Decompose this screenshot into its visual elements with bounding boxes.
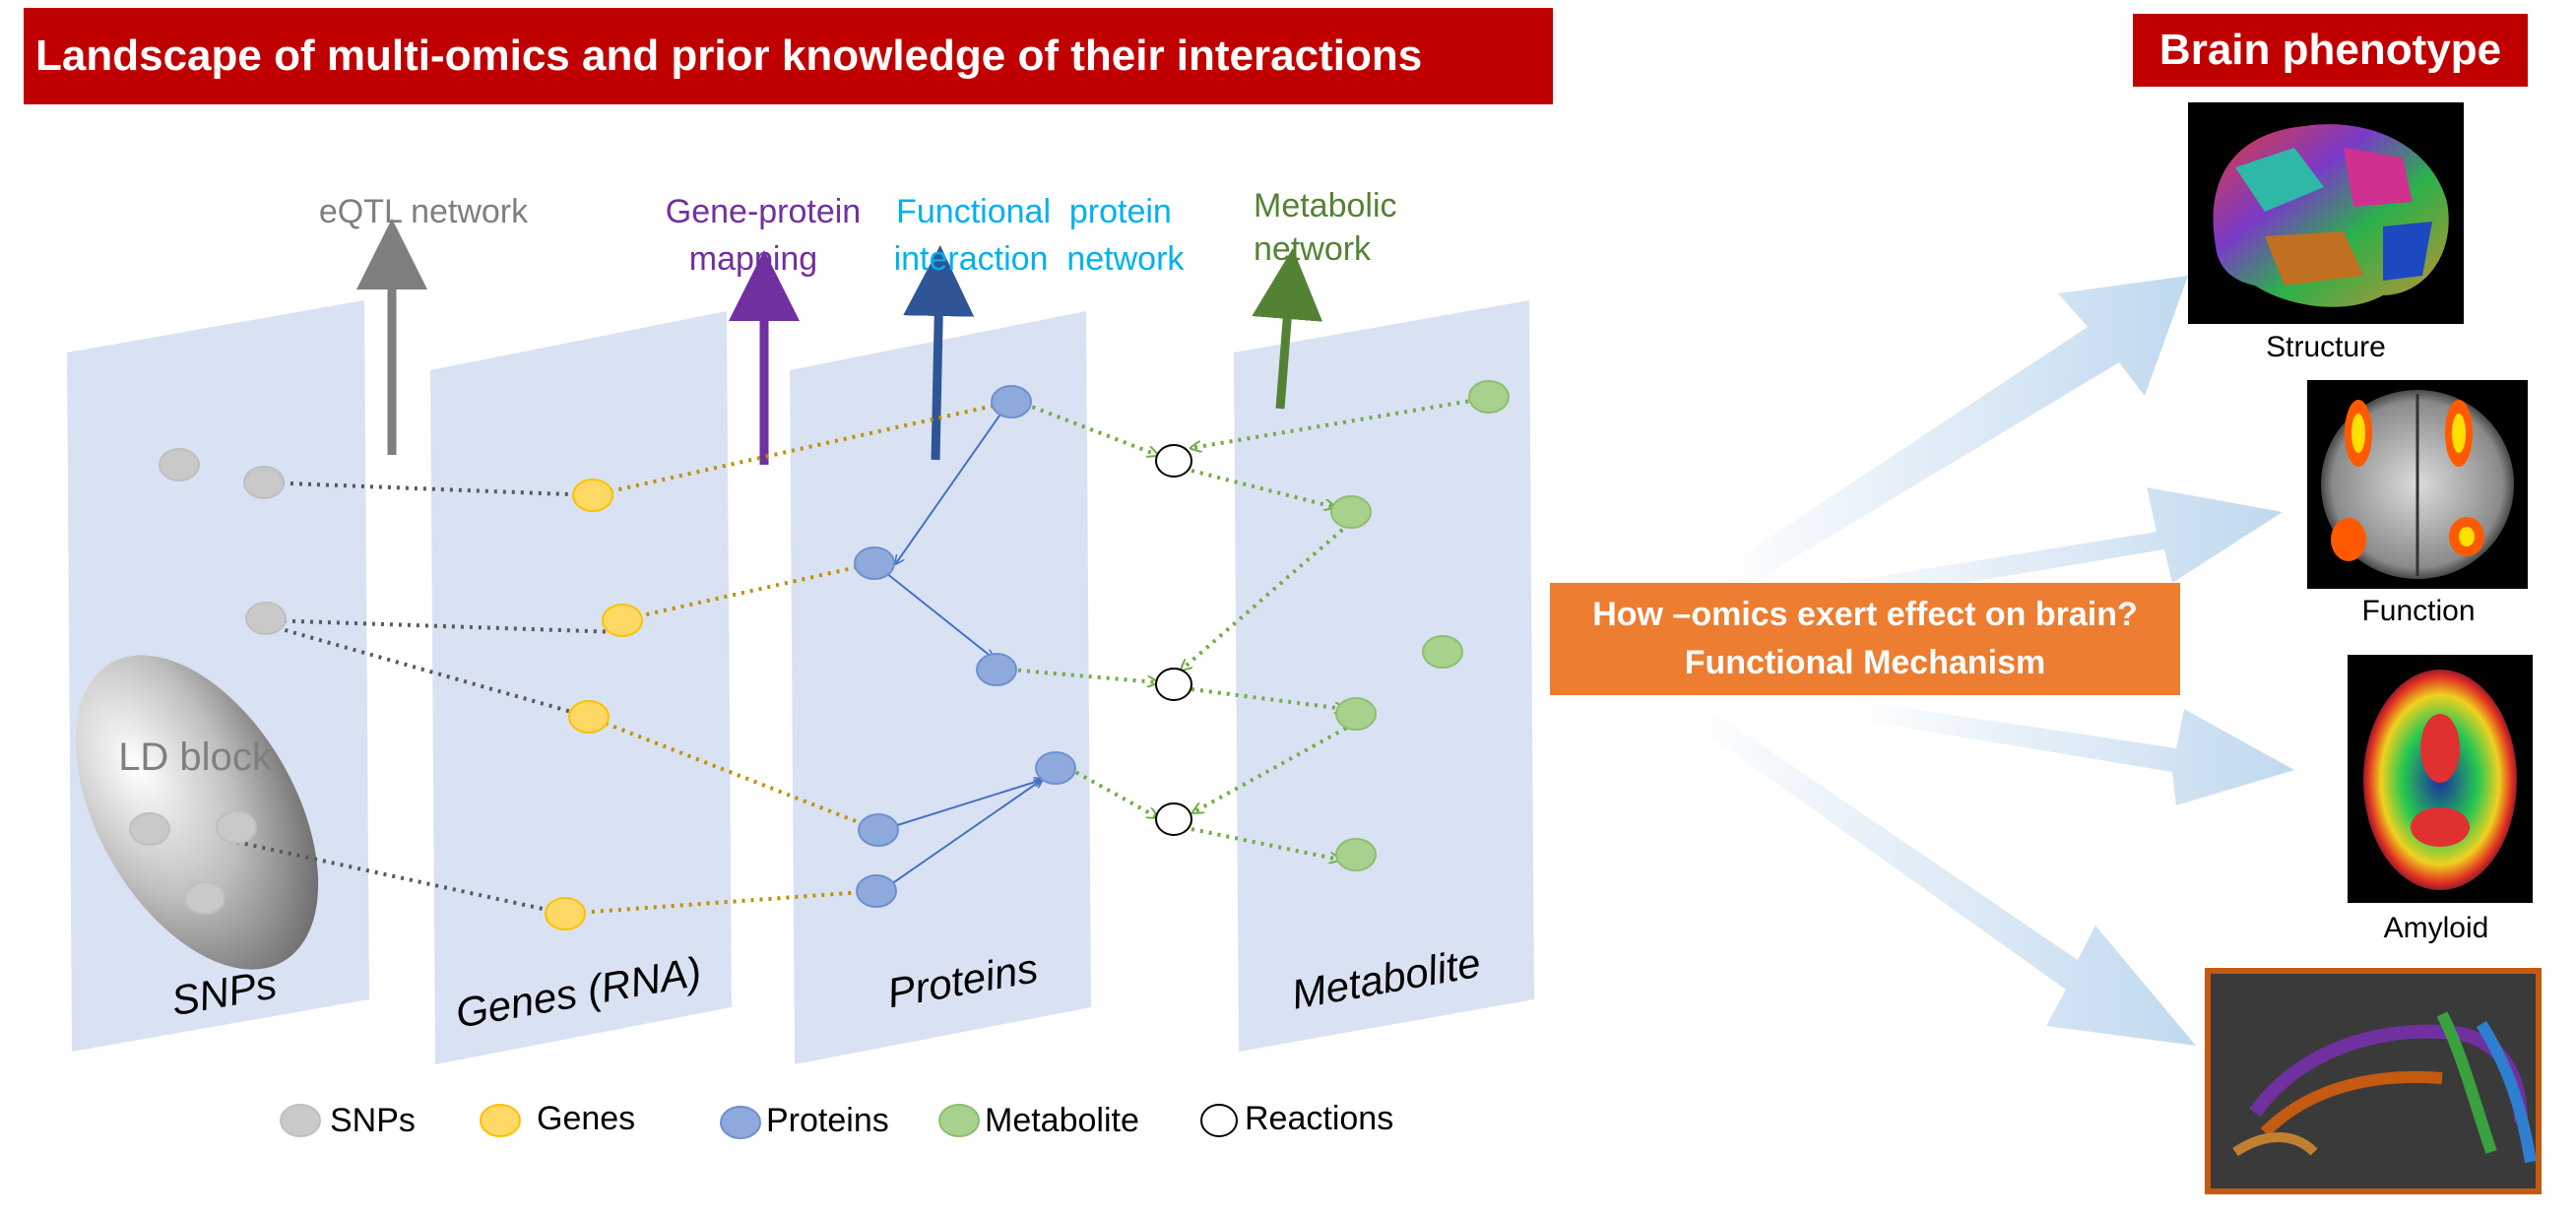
reaction-nodes [1155,444,1192,836]
metabolite-node [1468,380,1510,414]
legend-metabolite-label: Metabolite [985,1102,1139,1139]
snp-node [184,881,225,915]
snp-gene-links [235,480,621,916]
metabolite-node [1335,697,1377,731]
question-line-1: How –omics exert effect on brain? [1592,595,2138,633]
gene-nodes [545,479,643,930]
phenotype-arrows [1686,276,2294,1046]
arrow-to-function [1802,487,2283,608]
snp-nodes [129,448,287,915]
metabolite-node [1422,635,1463,669]
metabolic-label-2: network [1254,230,1372,268]
legend-protein-swatch [720,1106,761,1139]
brain-phenotype-title: Brain phenotype [2133,14,2528,87]
legend-genes-label: Genes [537,1100,635,1137]
legend-metabolite-swatch [938,1104,980,1137]
snp-node [216,810,257,844]
snp-node [159,448,200,481]
snp-node [129,812,170,846]
snp-node [243,466,285,499]
metabolic-links [1008,398,1478,860]
protein-interaction-links [885,408,1042,885]
legend: SNPs Genes Proteins Metabolite Reactions [280,1100,1393,1139]
protein-network-arrow [903,245,975,461]
gene-node [572,479,613,512]
gene-protein-label-2: mapping [689,240,817,278]
protein-node [976,653,1017,686]
legend-reaction-swatch [1200,1104,1238,1137]
question-line-2: Functional Mechanism [1684,644,2046,681]
function-label: Function [2361,595,2475,627]
protein-node [1035,751,1076,785]
tractography-image [2205,968,2542,1194]
protein-node [854,546,895,580]
legend-proteins-label: Proteins [766,1102,889,1139]
func-protein-label-2: interaction network [894,240,1186,278]
gene-node [568,700,610,734]
genes-layer-panel [430,311,732,1064]
metabolite-nodes [1330,380,1510,871]
legend-snp-swatch [280,1104,321,1137]
gene-protein-links [564,400,1012,916]
protein-node [858,813,899,847]
legend-reactions-label: Reactions [1245,1100,1393,1137]
metabolic-label-1: Metabolic [1254,187,1397,224]
gene-protein-label-1: Gene-protein [666,193,861,230]
reaction-node [1155,802,1192,836]
snp-node [245,602,287,635]
reaction-node [1155,668,1192,701]
proteins-layer-panel [790,311,1091,1064]
function-image [2307,380,2528,589]
ld-block-label: LD block [118,736,273,779]
structure-label: Structure [2266,331,2386,363]
ld-block [75,655,319,970]
arrow-to-amyloid [1851,701,2294,805]
legend-gene-swatch [480,1104,521,1137]
arrow-to-structure [1715,276,2188,589]
gene-node [602,604,643,637]
protein-nodes [854,385,1076,908]
eqtl-label: eQTL network [319,193,529,230]
metabolite-node [1330,495,1372,529]
page-title: Landscape of multi-omics and prior knowl… [24,8,1553,104]
func-protein-label-1: Functional protein [896,193,1172,230]
metabolite-layer-panel [1234,300,1534,1052]
question-box: How –omics exert effect on brain? Functi… [1550,583,2180,695]
amyloid-image [2348,655,2533,903]
metabolic-network-arrow [1252,248,1323,410]
legend-snps-label: SNPs [330,1102,416,1139]
protein-node [991,385,1032,418]
protein-node [856,874,897,908]
metabolite-node [1335,838,1377,871]
gene-node [545,897,586,930]
reaction-node [1155,444,1192,478]
arrow-to-tracts [1686,703,2196,1046]
amyloid-label: Amyloid [2384,912,2489,944]
structure-image [2188,102,2464,324]
